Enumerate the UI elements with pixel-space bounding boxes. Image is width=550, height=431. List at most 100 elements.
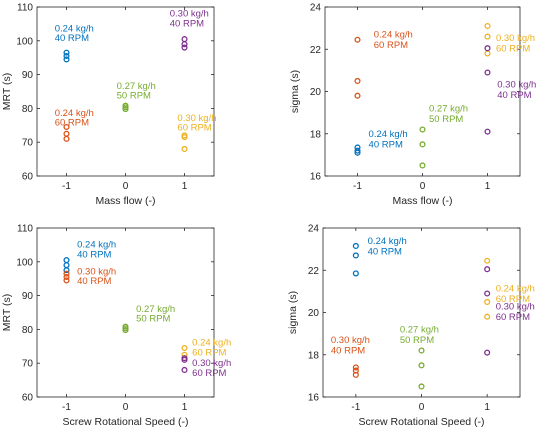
x-tick-label: -1 xyxy=(62,181,71,192)
plot-area-frame xyxy=(324,6,521,177)
data-point xyxy=(484,45,491,52)
y-tick-label: 90 xyxy=(22,291,34,302)
x-tick-label: -1 xyxy=(62,402,71,413)
y-tick-label: 100 xyxy=(16,257,33,268)
data-point xyxy=(419,126,426,133)
annotation-flow: 0.30 kg/h xyxy=(77,266,116,277)
annotation-flow: 0.24 kg/h xyxy=(496,283,535,294)
data-point xyxy=(419,141,426,148)
chart-panel-3: -1 0 1 60 70 80 90 100 110 Screw Rotational Speed… xyxy=(1,224,231,429)
data-point xyxy=(418,383,425,390)
annotation-flow: 0.27 kg/h xyxy=(400,325,439,336)
data-point xyxy=(354,77,361,84)
data-point xyxy=(484,313,491,320)
annotation-flow: 0.30 kg/h xyxy=(331,335,370,346)
data-point xyxy=(63,277,70,284)
x-axis-label: Mass flow (-) xyxy=(95,195,155,207)
annotation-speed: 50 RPM xyxy=(136,314,170,325)
annotation-flow: 0.30 kg/h xyxy=(170,8,209,19)
annotation-flow: 0.30 kg/h xyxy=(497,79,536,90)
annotation-flow: 0.24 kg/h xyxy=(55,23,94,34)
annotation-flow: 0.24 kg/h xyxy=(55,108,94,119)
data-point xyxy=(63,257,70,264)
chart-panel-1: -1 0 1 60 70 80 90 100 110 Mass flow (-) MRT (s) 0.… xyxy=(1,3,217,208)
annotation-flow: 0.30 kg/h xyxy=(496,301,535,312)
annotation-speed: 60 RPM xyxy=(192,347,226,358)
data-point xyxy=(63,273,70,281)
y-tick-label: 110 xyxy=(17,224,33,235)
data-point xyxy=(418,362,425,369)
data-point xyxy=(484,298,491,305)
y-tick-label: 18 xyxy=(308,350,320,361)
data-point xyxy=(63,262,70,269)
annotation-flow: 0.27 kg/h xyxy=(136,304,175,315)
annotation-flow: 0.30 kg/h xyxy=(177,113,216,124)
annotation-speed: 60 RPM xyxy=(496,294,530,305)
y-tick-label: 24 xyxy=(310,3,322,14)
y-axis-label: sigma (s) xyxy=(287,291,299,334)
annotation-speed: 60 RPM xyxy=(496,43,530,54)
data-point xyxy=(354,147,361,154)
x-axis-label: Mass flow (-) xyxy=(392,195,452,207)
x-tick-label: 1 xyxy=(182,402,188,413)
annotation-flow: 0.24 kg/h xyxy=(368,236,407,247)
data-point xyxy=(63,130,70,137)
data-point xyxy=(484,22,491,30)
data-point xyxy=(63,52,70,60)
x-tick-label: 0 xyxy=(123,402,129,413)
x-tick-label: -1 xyxy=(351,402,360,413)
data-point xyxy=(484,69,491,76)
annotation-speed: 60 RPM xyxy=(55,118,89,129)
annotation-flow: 0.27 kg/h xyxy=(429,104,468,115)
chart-panel-2: -1 0 1 16 18 20 22 24 Mass flow (-) sigma (s) 0.24… xyxy=(289,3,536,208)
annotation-speed: 50 RPM xyxy=(400,335,434,346)
data-point xyxy=(63,270,70,277)
data-point xyxy=(63,135,70,142)
data-point xyxy=(484,266,491,273)
annotation-speed: 40 RPM xyxy=(369,139,403,150)
x-axis-label: Screw Rotational Speed (-) xyxy=(358,416,484,428)
x-tick-label: 1 xyxy=(484,402,490,413)
chart-panel-4: -1 0 1 16 18 20 22 24 Screw Rotational Speed (-)… xyxy=(287,224,535,429)
data-point xyxy=(484,257,491,264)
y-tick-label: 100 xyxy=(16,36,33,47)
data-point xyxy=(181,41,188,48)
data-point xyxy=(122,323,129,330)
annotation-flow: 0.24 kg/h xyxy=(192,338,231,349)
y-tick-label: 18 xyxy=(310,129,322,140)
x-tick-label: 1 xyxy=(182,181,188,192)
annotation-speed: 60 RPM xyxy=(177,123,211,134)
y-tick-label: 20 xyxy=(310,87,322,98)
data-point xyxy=(181,44,188,51)
y-tick-label: 20 xyxy=(308,308,320,319)
data-point xyxy=(484,33,491,40)
y-axis-label: sigma (s) xyxy=(289,70,301,113)
data-point xyxy=(352,364,359,371)
y-tick-label: 60 xyxy=(22,172,34,183)
y-tick-label: 22 xyxy=(310,45,322,56)
x-tick-label: 0 xyxy=(420,181,426,192)
data-point xyxy=(419,162,426,169)
data-point xyxy=(181,366,188,374)
x-tick-label: 1 xyxy=(485,181,491,192)
annotation-speed: 40 RPM xyxy=(77,249,111,260)
annotation-speed: 60 RPM xyxy=(192,368,226,379)
x-tick-label: 0 xyxy=(123,181,129,192)
data-point xyxy=(63,56,70,63)
y-tick-label: 80 xyxy=(22,325,34,336)
annotation-speed: 40 RPM xyxy=(368,246,402,257)
data-point xyxy=(352,270,359,277)
x-tick-label: -1 xyxy=(353,181,362,192)
annotation-flow: 0.30 kg/h xyxy=(192,358,231,369)
y-tick-label: 80 xyxy=(22,104,34,115)
annotation-speed: 40 RPM xyxy=(55,33,89,44)
data-point xyxy=(484,50,491,57)
y-axis-label: MRT (s) xyxy=(1,73,13,111)
y-tick-label: 60 xyxy=(22,393,34,404)
annotation-speed: 60 RPM xyxy=(374,40,408,51)
annotation-flow: 0.30 kg/h xyxy=(496,33,535,44)
plot-area-frame xyxy=(322,227,521,398)
annotation-speed: 40 RPM xyxy=(497,90,531,101)
